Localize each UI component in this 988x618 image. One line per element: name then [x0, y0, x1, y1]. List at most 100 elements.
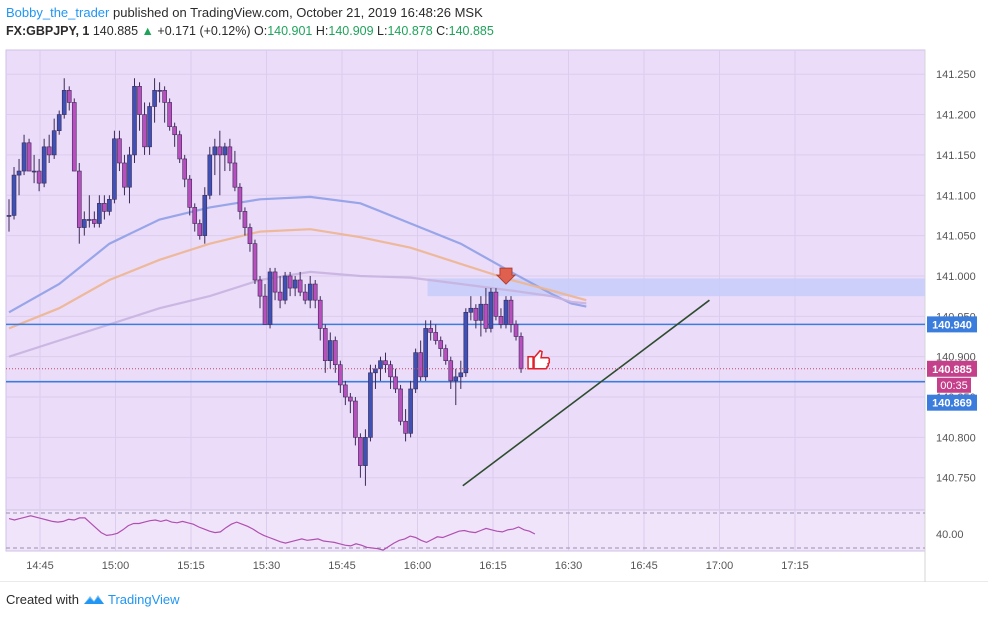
chart-header: Bobby_the_trader published on TradingVie…: [6, 4, 906, 40]
support-trendline: [462, 299, 710, 487]
bear-candle: [142, 114, 147, 148]
bear-candle: [172, 126, 177, 136]
bull-candle: [222, 146, 228, 156]
price-chart[interactable]: 14:45 15:00 15:15 15:30 15:45 16:00 16:15 16:30…: [0, 40, 988, 582]
bear-candle: [493, 291, 499, 317]
bear-candle: [428, 328, 433, 333]
arrow-down-icon: [495, 267, 517, 285]
bear-candle: [71, 102, 77, 172]
countdown-bg: [937, 377, 971, 393]
bull-candle: [458, 372, 464, 378]
bull-candle: [378, 360, 383, 370]
bull-candle: [51, 130, 57, 156]
bear-candle: [358, 437, 363, 466]
bear-candle: [137, 86, 142, 115]
bull-candle: [408, 388, 413, 434]
bull-candle: [488, 291, 494, 329]
bull-candle: [127, 154, 132, 188]
author-link[interactable]: Bobby_the_trader: [6, 5, 110, 20]
ohlc-legend: FX:GBPJPY, 1 140.885 ▲ +0.171 (+0.12%) O…: [6, 22, 906, 40]
y-tick-label: 141.000: [936, 271, 976, 283]
published-text: published on TradingView.com, October 21…: [112, 5, 483, 20]
high-label: H:: [315, 24, 329, 38]
last-price-label: 140.885: [932, 364, 972, 376]
tradingview-logo-icon: [83, 595, 104, 604]
bear-candle: [242, 211, 248, 228]
bear-candle: [398, 388, 403, 422]
bear-candle: [383, 360, 388, 366]
bull-candle: [16, 170, 22, 176]
bear-candle: [117, 138, 122, 164]
bull-candle: [87, 219, 92, 221]
bear-candle: [518, 336, 524, 370]
bull-candle: [373, 368, 378, 374]
bear-candle: [257, 279, 263, 297]
bear-candle: [343, 384, 348, 398]
bear-candle: [348, 396, 353, 402]
bear-candle: [167, 102, 172, 127]
bull-candle: [11, 174, 17, 216]
bull-candle: [21, 142, 27, 172]
bear-candle: [46, 146, 52, 156]
open-value: 140.901: [267, 24, 313, 38]
bull-candle: [282, 275, 288, 301]
bear-candle: [393, 376, 398, 390]
created-with-text: Created with: [6, 592, 79, 607]
bear-candle: [287, 275, 293, 289]
bull-candle: [212, 146, 218, 156]
tradingview-brand-link[interactable]: TradingView: [108, 592, 180, 607]
bull-candle: [152, 90, 157, 107]
bear-candle: [227, 146, 233, 164]
last-price: 140.885: [92, 24, 139, 38]
bear-candle: [102, 203, 107, 212]
bear-candle: [272, 271, 278, 293]
bull-candle: [132, 86, 137, 156]
bear-candle: [76, 170, 82, 228]
y-tick-label: 141.250: [936, 69, 976, 81]
y-tick-label: 140.800: [936, 432, 976, 444]
bull-candle: [423, 328, 428, 378]
bear-candle: [332, 340, 338, 366]
bear-candle: [508, 299, 514, 325]
bear-candle: [162, 90, 167, 103]
x-tick-label: 15:30: [253, 560, 281, 572]
bull-candle: [112, 138, 117, 200]
bear-candle: [312, 283, 318, 301]
bull-candle: [56, 114, 62, 132]
bear-candle: [192, 207, 198, 224]
bull-candle: [202, 194, 208, 236]
bull-candle: [368, 372, 373, 438]
x-tick-label: 15:00: [102, 560, 130, 572]
bear-candle: [232, 162, 238, 188]
bear-candle: [513, 324, 519, 337]
last-price-label-bg: [927, 360, 977, 377]
bear-candle: [182, 158, 187, 180]
level-label-140940: 140.940: [932, 319, 972, 331]
bull-candle: [468, 307, 474, 313]
bull-candle: [327, 340, 333, 362]
bull-candle: [363, 437, 368, 466]
low-value: 140.878: [387, 24, 433, 38]
bull-candle: [147, 106, 152, 148]
bear-candle: [418, 352, 423, 378]
high-value: 140.909: [328, 24, 374, 38]
bull-candle: [6, 215, 12, 217]
symbol-label[interactable]: FX:GBPJPY, 1: [6, 24, 90, 38]
open-label: O:: [254, 24, 268, 38]
bull-candle: [31, 170, 37, 173]
bear-candle: [92, 219, 97, 224]
bear-candle: [483, 303, 489, 329]
bear-candle: [66, 90, 72, 103]
close-label: C:: [436, 24, 449, 38]
bear-candle: [317, 299, 323, 329]
bull-candle: [107, 198, 112, 212]
bear-candle: [247, 227, 253, 244]
bear-candle: [473, 307, 479, 321]
price-change: +0.171 (+0.12%): [157, 24, 251, 38]
x-tick-label: 14:45: [26, 560, 54, 572]
bear-candle: [388, 364, 393, 378]
bull-candle: [207, 154, 213, 196]
bear-candle: [498, 316, 504, 325]
x-tick-label: 16:00: [404, 560, 432, 572]
bear-candle: [353, 400, 358, 438]
